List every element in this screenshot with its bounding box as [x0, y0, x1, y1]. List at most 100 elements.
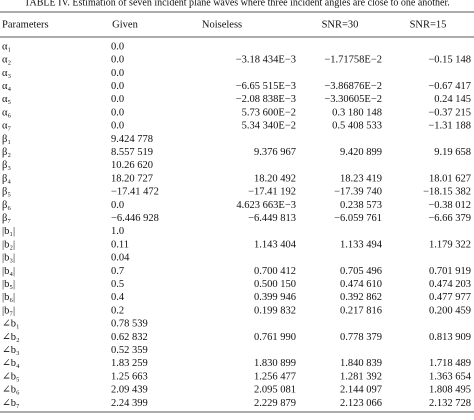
parameter-label: α₅ [2, 94, 12, 105]
table-cell: 1.143 404 [254, 239, 297, 250]
parameter-label: α₂ [2, 55, 12, 66]
table-cell: 8.557 519 [111, 147, 153, 158]
table-cell: −3.18 434E−3 [236, 55, 296, 66]
table-cell: 0.0 [111, 55, 124, 66]
parameter-label: β₇ [2, 213, 11, 224]
parameter-label: ∠b₅ [2, 371, 20, 382]
parameter-label: α₆ [2, 107, 12, 118]
table-cell: 1.179 322 [429, 239, 471, 250]
table-cell: 0.7 [111, 266, 124, 277]
parameter-label: |b₆| [2, 292, 15, 303]
table-cell: 18.20 492 [254, 173, 296, 184]
table-cell: 18.23 419 [340, 173, 382, 184]
parameter-label: ∠b₆ [2, 385, 20, 396]
table-cell: 2.144 097 [340, 385, 382, 396]
table-cell: 0.04 [111, 253, 130, 264]
table-cell: 0.0 [111, 107, 124, 118]
table-cell: 0.778 379 [340, 332, 382, 343]
table-cell: 0.701 919 [429, 266, 471, 277]
column-header: Given [112, 19, 138, 30]
table-cell: 0.0 [111, 68, 124, 79]
parameter-label: β₂ [2, 147, 11, 158]
table-cell: 0.0 [111, 81, 124, 92]
parameter-label: |b₇| [2, 305, 15, 316]
table-cell: 0.238 573 [340, 200, 382, 211]
parameter-label: |b₁| [2, 226, 15, 237]
table-cell: 0.700 412 [254, 266, 296, 277]
table-cell: 18.20 727 [111, 173, 153, 184]
table-cell: 9.19 658 [434, 147, 471, 158]
table-cell: 0.399 946 [254, 292, 296, 303]
parameter-label: β₃ [2, 160, 11, 171]
table-cell: 1.830 899 [254, 358, 296, 369]
table-cell: 1.281 392 [340, 371, 382, 382]
table-cell: 1.840 839 [340, 358, 382, 369]
column-header: SNR=15 [410, 19, 447, 30]
table-cell: 0.0 [111, 200, 124, 211]
table-cell: −0.67 417 [428, 81, 471, 92]
parameter-label: |b₅| [2, 279, 15, 290]
table-cell: 5.73 600E−2 [242, 107, 296, 118]
table-cell: 2.132 728 [429, 398, 471, 409]
table-cell: −6.65 515E−3 [236, 81, 296, 92]
parameter-label: ∠b₇ [2, 398, 20, 409]
table-cell: 2.09 439 [111, 385, 148, 396]
table-cell: 0.0 [111, 94, 124, 105]
table-cell: −2.08 838E−3 [236, 94, 296, 105]
table-cell: 0.392 862 [340, 292, 382, 303]
table-cell: 1.256 477 [254, 371, 296, 382]
parameter-label: ∠b₄ [2, 358, 20, 369]
table-cell: −0.38 012 [428, 200, 471, 211]
table-cell: 2.24 399 [111, 398, 148, 409]
parameter-label: α₃ [2, 68, 12, 79]
table-cell: 0.200 459 [429, 305, 471, 316]
parameter-label: |b₂| [2, 239, 15, 250]
table-cell: −6.449 813 [248, 213, 296, 224]
parameter-label: α₇ [2, 121, 12, 132]
table-cell: 0.5 408 533 [332, 121, 382, 132]
table-cell: 2.229 879 [254, 398, 296, 409]
table-cell: −3.30605E−2 [324, 94, 382, 105]
parameter-label: ∠b₂ [2, 332, 20, 343]
table-cell: 9.376 967 [254, 147, 296, 158]
table-cell: −3.86876E−2 [324, 81, 382, 92]
table-cell: 2.123 066 [340, 398, 382, 409]
table-cell: 0.3 180 148 [332, 107, 382, 118]
table-cell: 9.420 899 [340, 147, 382, 158]
table-cell: 0.4 [111, 292, 125, 303]
table-cell: 0.477 977 [429, 292, 471, 303]
table-cell: −17.41 472 [111, 187, 159, 198]
table-cell: −6.66 379 [428, 213, 471, 224]
table-cell: 1.718 489 [429, 358, 471, 369]
table-cell: −17.41 192 [248, 187, 296, 198]
table-cell: −18.15 382 [423, 187, 471, 198]
column-header: Noiseless [202, 19, 242, 30]
table-cell: 1.363 654 [429, 371, 472, 382]
parameter-label: β₆ [2, 200, 11, 211]
table-cell: 0.199 832 [254, 305, 296, 316]
table-cell: 0.52 359 [111, 345, 148, 356]
table-cell: 1.25 663 [111, 371, 148, 382]
parameter-label: α₁ [2, 41, 11, 52]
table-cell: 0.474 610 [340, 279, 382, 290]
table-cell: 0.11 [111, 239, 129, 250]
table-cell: 0.761 990 [254, 332, 296, 343]
table-cell: −17.39 740 [334, 187, 382, 198]
table-cell: 0.5 [111, 279, 124, 290]
parameter-label: α₄ [2, 81, 12, 92]
table-cell: 0.78 539 [111, 319, 148, 330]
parameter-label: β₁ [2, 134, 11, 145]
table-cell: 0.24 145 [434, 94, 471, 105]
table-caption: TABLE IV. Estimation of seven incident p… [24, 0, 450, 8]
table-cell: −0.15 148 [428, 55, 471, 66]
table-cell: 10.26 620 [111, 160, 153, 171]
table-cell: 0.217 816 [340, 305, 382, 316]
table-cell: 1.808 495 [429, 385, 471, 396]
parameter-label: |b₄| [2, 266, 15, 277]
table-cell: 0.474 203 [429, 279, 471, 290]
table-cell: 9.424 778 [111, 134, 153, 145]
table-cell: 0.62 832 [111, 332, 148, 343]
table-cell: 5.34 340E−2 [242, 121, 296, 132]
table-cell: 2.095 081 [254, 385, 296, 396]
